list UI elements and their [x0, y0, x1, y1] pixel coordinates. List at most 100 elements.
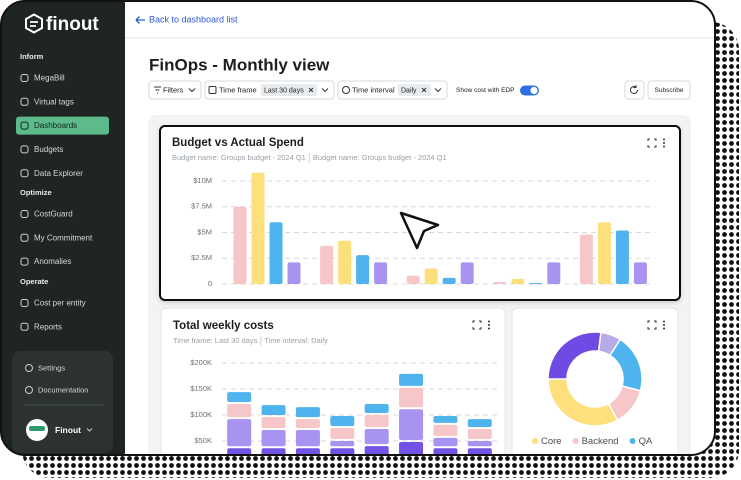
- chip: [261, 84, 317, 96]
- nav-item-label: Data Explorer: [34, 169, 83, 178]
- nav-item-highlight: [16, 116, 109, 135]
- logo[interactable]: finout: [25, 13, 99, 35]
- y-tick-label: $5M: [197, 227, 212, 236]
- y-tick-label: 0: [208, 279, 212, 288]
- bar-segment: [399, 387, 424, 408]
- filters-button[interactable]: Filters: [148, 80, 202, 100]
- bar-segment: [467, 429, 492, 439]
- filters-label: Filters: [163, 85, 184, 94]
- nav-item[interactable]: Budgets: [20, 145, 63, 154]
- bar: [460, 262, 474, 284]
- bar-segment: [295, 448, 320, 455]
- expand-icon[interactable]: [647, 138, 657, 148]
- footer-item[interactable]: Documentation: [25, 385, 89, 394]
- nav-item-label: CostGuard: [34, 210, 73, 219]
- bar: [442, 277, 456, 284]
- bar: [287, 262, 301, 284]
- bar-segment: [330, 448, 355, 455]
- nav-item[interactable]: CostGuard: [20, 210, 73, 219]
- time-interval-value: Daily: [401, 87, 417, 94]
- menu-dot: [663, 327, 665, 330]
- footer-label: Documentation: [38, 385, 88, 394]
- time-interval-select[interactable]: Time interval Daily: [337, 80, 448, 100]
- nav-icon: [20, 97, 29, 106]
- logo-icon: [25, 13, 43, 34]
- menu-dot: [663, 142, 665, 144]
- nav-icon: [20, 257, 29, 266]
- nav-item-label: Anomalies: [34, 257, 71, 266]
- edp-toggle[interactable]: [520, 85, 539, 96]
- nav-icon: [20, 322, 29, 331]
- widget-title: Total weekly costs: [173, 320, 274, 332]
- nav-item[interactable]: Data Explorer: [20, 169, 83, 178]
- bar: [251, 172, 265, 284]
- nav-item[interactable]: Cost per entity: [20, 299, 86, 308]
- bar-segment: [433, 424, 458, 436]
- bar: [424, 268, 438, 284]
- button-frame: [624, 80, 645, 100]
- page-title: FinOps - Monthly view: [149, 55, 330, 74]
- bar-segment: [227, 404, 252, 418]
- menu-dot: [663, 324, 665, 326]
- widget-subtitle: Time frame: Last 30 days: [173, 336, 258, 345]
- menu-dot: [488, 327, 490, 330]
- bar-segment: [330, 440, 355, 447]
- nav-item[interactable]: My Commitment: [20, 233, 93, 242]
- refresh-button[interactable]: [624, 80, 645, 100]
- menu-dot: [663, 145, 665, 148]
- bar: [356, 255, 370, 284]
- menu-dot: [663, 138, 665, 141]
- widget-title: Budget vs Actual Spend: [172, 137, 304, 149]
- expand-icon[interactable]: [472, 320, 482, 330]
- nav-icon: [20, 169, 29, 178]
- bar-segment: [433, 437, 458, 447]
- chevron: [434, 88, 442, 93]
- chip: [398, 84, 431, 96]
- nav-section-title: Operate: [20, 277, 48, 286]
- button-frame: [148, 80, 202, 100]
- footer-item[interactable]: Settings: [25, 363, 66, 372]
- logo-text: finout: [46, 14, 99, 35]
- donut-slice: [547, 331, 602, 380]
- back-link[interactable]: Back to dashboard list: [149, 14, 238, 24]
- button-frame: [647, 80, 691, 100]
- bar-segment: [364, 446, 389, 455]
- chip-remove[interactable]: [421, 87, 427, 93]
- bar: [406, 275, 420, 284]
- chevron: [321, 88, 329, 93]
- bar-segment: [295, 430, 320, 447]
- nav-icon: [20, 210, 29, 218]
- user-menu[interactable]: Finout: [26, 419, 93, 441]
- legend-label: QA: [639, 436, 653, 447]
- y-tick-label: $100K: [190, 410, 212, 419]
- chip-remove[interactable]: [308, 87, 314, 93]
- bar-segment: [261, 430, 286, 447]
- nav-item[interactable]: MegaBill: [20, 74, 65, 83]
- avatar-glasses: [29, 426, 45, 431]
- legend-swatch: [572, 438, 579, 444]
- bar: [233, 206, 247, 284]
- widget-subtitle: Budget name: Groups budget - 2024 Q1: [172, 153, 306, 162]
- nav-item[interactable]: Virtual tags: [20, 97, 74, 106]
- expand-icon[interactable]: [647, 320, 657, 330]
- bar-segment: [261, 417, 286, 429]
- bar: [511, 278, 525, 284]
- time-frame-select[interactable]: Time frame Last 30 days: [204, 80, 335, 100]
- back-arrow: [135, 16, 145, 24]
- sidebar-nav: Inform MegaBill Virtual tags Dashboards Budg…: [16, 52, 109, 441]
- y-tick-label: $7.5M: [191, 202, 212, 211]
- refresh-icon: [630, 85, 638, 94]
- bar-segment: [433, 416, 458, 423]
- nav-item-label: Dashboards: [34, 121, 77, 130]
- legend-label: Core: [541, 436, 562, 447]
- nav-item[interactable]: Dashboards: [16, 116, 109, 135]
- bar-segment: [261, 448, 286, 455]
- nav-item-label: My Commitment: [34, 233, 93, 242]
- subscribe-label: Subscribe: [655, 87, 684, 94]
- nav-item[interactable]: Reports: [20, 322, 62, 331]
- subscribe-button[interactable]: Subscribe: [647, 80, 691, 100]
- bar-segment: [227, 419, 252, 447]
- bar-segment: [467, 419, 492, 427]
- bar-segment: [467, 440, 492, 447]
- nav-item[interactable]: Anomalies: [20, 257, 71, 266]
